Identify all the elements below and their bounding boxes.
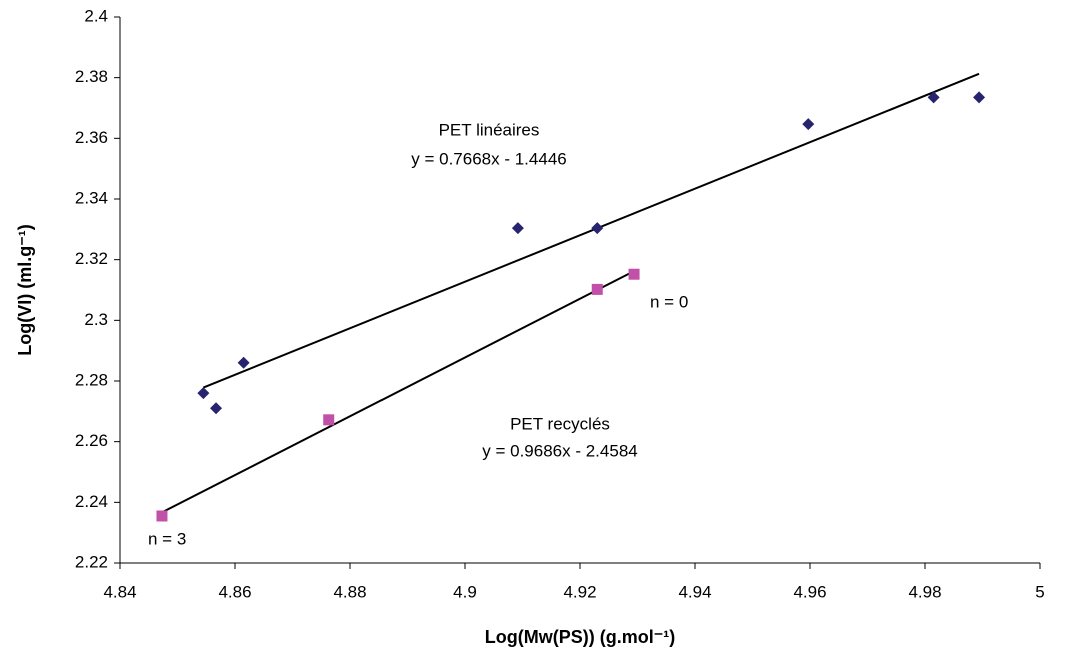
x-tick-label: 4.86 (218, 582, 251, 601)
y-tick-label: 2.3 (84, 310, 108, 329)
point (927, 91, 940, 104)
y-tick-label: 2.34 (75, 188, 108, 207)
point (323, 414, 335, 426)
annotation: PET recyclés (510, 414, 610, 433)
y-tick-label: 2.22 (75, 552, 108, 571)
annotation: n = 3 (148, 529, 186, 548)
point (210, 402, 223, 415)
x-tick-label: 4.92 (563, 582, 596, 601)
annotation: y = 0.9686x - 2.4584 (482, 441, 637, 460)
point (628, 268, 640, 280)
annotation: n = 0 (650, 292, 688, 311)
annotation: PET linéaires (439, 120, 540, 139)
point (197, 387, 210, 400)
x-tick-label: 4.9 (453, 582, 477, 601)
point (973, 91, 986, 104)
y-tick-label: 2.32 (75, 249, 108, 268)
y-tick-label: 2.38 (75, 67, 108, 86)
x-tick-label: 5 (1035, 582, 1044, 601)
x-tick-label: 4.98 (908, 582, 941, 601)
x-axis-title: Log(Mw(PS)) (g.mol⁻¹) (485, 627, 675, 647)
y-tick-label: 2.28 (75, 370, 108, 389)
point (591, 222, 604, 235)
point (156, 510, 168, 522)
x-tick-label: 4.94 (678, 582, 711, 601)
x-tick-label: 4.96 (793, 582, 826, 601)
y-tick-label: 2.24 (75, 492, 108, 511)
y-axis-title: Log(VI) (ml.g⁻¹) (15, 224, 35, 355)
point (511, 222, 524, 235)
annotation: y = 0.7668x - 1.4446 (411, 149, 566, 168)
y-tick-label: 2.4 (84, 6, 108, 25)
y-tick-label: 2.26 (75, 431, 108, 450)
y-tick-label: 2.36 (75, 128, 108, 147)
x-tick-label: 4.88 (333, 582, 366, 601)
point (591, 283, 603, 295)
trendline (161, 270, 635, 514)
x-tick-label: 4.84 (103, 582, 136, 601)
trendline (203, 72, 980, 389)
point (802, 118, 815, 131)
point (237, 356, 250, 369)
